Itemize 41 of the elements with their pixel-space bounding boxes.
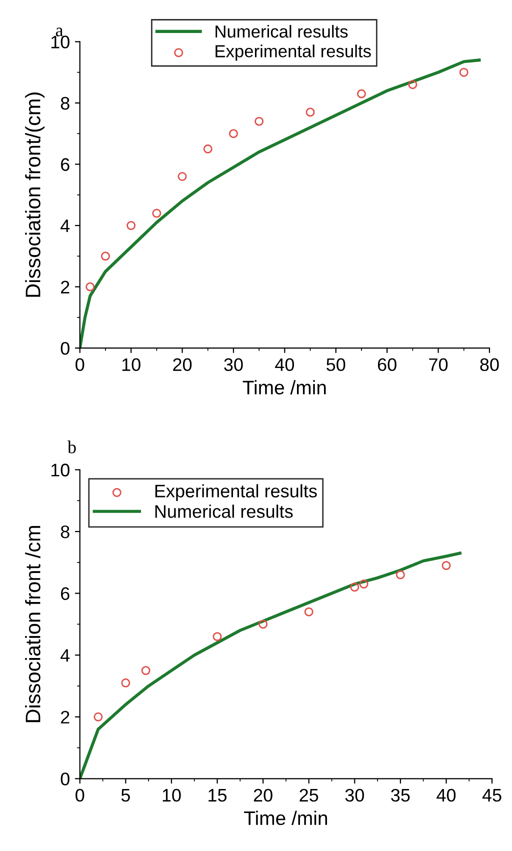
x-tick-label: 10 bbox=[162, 788, 181, 802]
y-tick-label: 4 bbox=[60, 220, 70, 232]
y-tick-label: 8 bbox=[60, 96, 70, 110]
x-tick-label: 30 bbox=[345, 788, 364, 802]
x-tick-label: 35 bbox=[391, 788, 410, 802]
x-tick-label: 0 bbox=[76, 788, 84, 802]
x-tick-label: 15 bbox=[208, 789, 227, 802]
x-tick-label: 10 bbox=[122, 358, 140, 372]
y-tick-label: 6 bbox=[61, 587, 70, 600]
chart-title: b bbox=[68, 440, 76, 454]
x-tick-label: 0 bbox=[76, 358, 84, 372]
x-tick-label: 20 bbox=[254, 788, 272, 802]
x-tick-label: 30 bbox=[224, 358, 243, 372]
x-tick-label: 20 bbox=[173, 358, 192, 372]
y-tick-label: 0 bbox=[60, 342, 70, 355]
x-axis-title: Time /min bbox=[244, 810, 327, 826]
x-axis-title: Time /min bbox=[242, 380, 326, 394]
x-tick-label: 45 bbox=[482, 789, 502, 802]
y-tick-label: 2 bbox=[61, 710, 70, 724]
legend-label: Experimental results bbox=[155, 484, 317, 502]
x-tick-label: 80 bbox=[480, 358, 499, 372]
y-tick-label: 6 bbox=[61, 158, 70, 171]
chart-title: a bbox=[56, 28, 64, 36]
x-tick-label: 50 bbox=[326, 358, 346, 372]
y-tick-label: 10 bbox=[51, 464, 70, 476]
x-tick-label: 25 bbox=[300, 788, 318, 802]
x-tick-label: 40 bbox=[275, 358, 294, 372]
y-tick-label: 10 bbox=[51, 36, 70, 48]
x-tick-label: 60 bbox=[378, 358, 396, 372]
legend-label: Experimental results bbox=[216, 44, 371, 61]
y-tick-label: 4 bbox=[60, 649, 70, 662]
y-axis-title: Dissociation front /cm bbox=[25, 526, 40, 722]
y-tick-label: 0 bbox=[60, 772, 70, 786]
y-tick-label: 2 bbox=[61, 280, 70, 294]
y-tick-label: 8 bbox=[60, 525, 70, 538]
legend-label: Numerical results bbox=[155, 504, 293, 518]
legend-label: Numerical results bbox=[216, 24, 348, 38]
y-axis-title: Dissociation front/(cm) bbox=[25, 92, 45, 297]
x-tick-label: 70 bbox=[429, 358, 448, 372]
x-tick-label: 5 bbox=[121, 789, 130, 802]
x-tick-label: 40 bbox=[436, 788, 456, 802]
